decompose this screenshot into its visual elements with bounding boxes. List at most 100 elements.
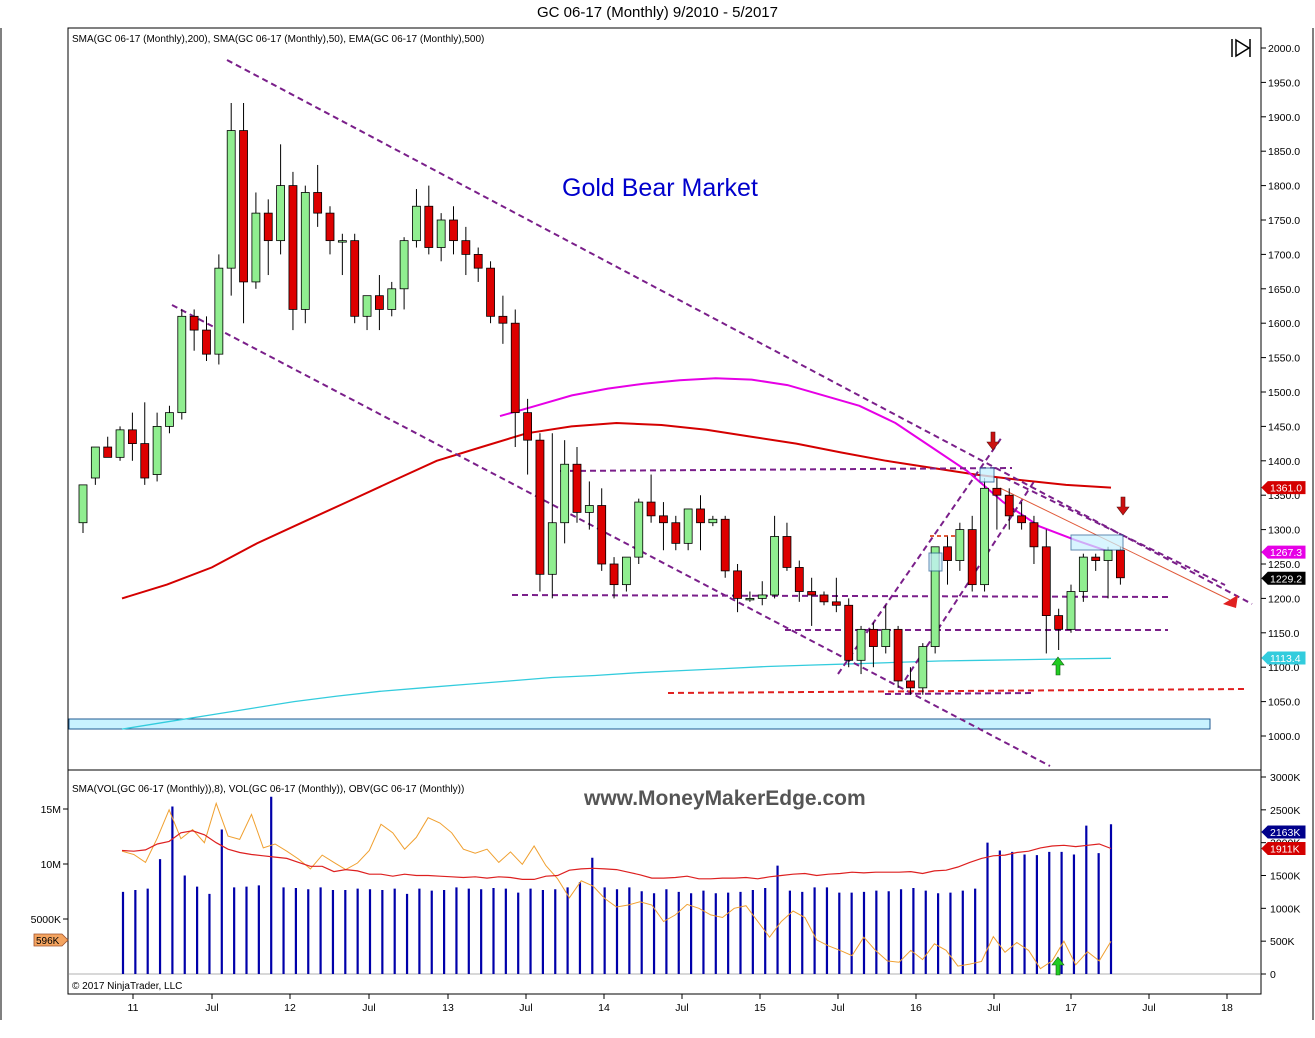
sell-arrow-icon — [986, 431, 1000, 451]
price-axis-label: 1000.0 — [1268, 731, 1300, 743]
candle-down — [992, 487, 1002, 496]
rising-channel-upper — [837, 436, 1003, 675]
candle-up — [1066, 591, 1076, 630]
red-trend-arrowhead — [1223, 595, 1238, 608]
watermark: www.MoneyMakerEdge.com — [583, 787, 866, 810]
volume-axis-label: 1500K — [1270, 871, 1300, 883]
candle-down — [671, 522, 681, 544]
candle-down — [893, 628, 903, 682]
price-axis-label: 1400.0 — [1268, 456, 1300, 468]
volume-buy-arrow-icon — [1051, 956, 1065, 976]
candle-up — [930, 546, 940, 647]
candle-up — [1103, 549, 1113, 561]
candle-down — [239, 130, 248, 283]
candle-down — [906, 680, 915, 689]
candle-down — [844, 604, 854, 661]
candle-up — [214, 267, 224, 355]
candle-down — [350, 240, 360, 317]
value-tag-shape — [1261, 571, 1306, 585]
obv-left-tag-shape — [33, 933, 69, 947]
price-axis-label: 1950.0 — [1268, 77, 1300, 89]
price-axis-label: 1550.0 — [1268, 353, 1300, 365]
candle-down — [498, 315, 508, 324]
value-tag: 1361.0 — [1261, 481, 1306, 495]
candle-down — [189, 315, 199, 331]
candle-down — [1041, 546, 1051, 616]
value-tag: 1911K — [1261, 842, 1306, 856]
candle-down — [807, 591, 817, 596]
price-axis-label: 1100.0 — [1268, 662, 1299, 674]
value-tag-shape — [1261, 651, 1306, 665]
candle-down — [1054, 615, 1064, 630]
candle-down — [572, 463, 582, 513]
candle-down — [313, 192, 323, 214]
candle-up — [683, 508, 693, 544]
volume-left-label: 10M — [41, 859, 61, 871]
candle-up — [881, 628, 891, 647]
x-axis-label: 11 — [128, 1002, 139, 1014]
candle-up — [745, 598, 755, 601]
candle-down — [202, 329, 211, 355]
value-tag-shape — [1261, 825, 1306, 839]
red-support-line — [667, 688, 1248, 694]
buy-arrow-icon — [1051, 656, 1065, 676]
x-axis-label: Jul — [205, 1002, 218, 1014]
volume-left-label: 5000K — [31, 914, 61, 926]
value-tag-label: 1113.4 — [1270, 653, 1301, 665]
candle-down — [609, 563, 619, 586]
candle-up — [337, 240, 347, 243]
obv-line — [121, 801, 1112, 970]
price-axis-label: 1750.0 — [1268, 215, 1300, 227]
candle-down — [597, 505, 607, 565]
x-axis-label: 17 — [1065, 1002, 1077, 1014]
price-axis-label: 1150.0 — [1268, 628, 1299, 640]
volume-axis-label: 3000K — [1270, 772, 1300, 784]
volume-left-label: 15M — [41, 804, 61, 816]
candle-down — [794, 567, 804, 592]
low-line — [884, 692, 1036, 695]
candle-down — [696, 508, 705, 524]
candle-down — [819, 594, 829, 603]
price-axis-label: 2000.0 — [1268, 43, 1300, 55]
x-axis-label: 14 — [598, 1002, 610, 1014]
candle-down — [449, 219, 458, 242]
value-tag: 1229.2 — [1261, 571, 1306, 585]
x-axis-label: 12 — [284, 1002, 296, 1014]
candle-down — [967, 529, 977, 586]
candle-down — [103, 446, 113, 458]
price-axis-label: 1500.0 — [1268, 387, 1300, 399]
value-tag-shape — [1261, 842, 1306, 856]
candle-up — [78, 484, 88, 524]
price-axis-label: 1900.0 — [1268, 112, 1300, 124]
x-axis-label: 13 — [442, 1002, 454, 1014]
candle-up — [90, 446, 100, 479]
highlight-box — [979, 467, 995, 483]
candle-down — [288, 185, 298, 310]
candle-down — [263, 212, 273, 242]
candle-down — [424, 205, 434, 248]
x-axis-label: 16 — [910, 1002, 922, 1014]
sma200-line — [121, 657, 1112, 730]
play-icon[interactable] — [1230, 38, 1251, 58]
volume-axis-label: 1000K — [1270, 903, 1300, 915]
candle-up — [387, 288, 397, 310]
value-tag-label: 1911K — [1270, 844, 1300, 856]
volume-axis-label: 0 — [1270, 969, 1276, 981]
candle-up — [300, 192, 310, 310]
volume-panel[interactable] — [67, 769, 1262, 995]
candle-down — [140, 443, 150, 479]
highlight-box — [928, 552, 943, 572]
candle-up — [634, 501, 644, 558]
gold-bear-market-annotation: Gold Bear Market — [562, 174, 758, 202]
candle-up — [770, 536, 779, 596]
candle-down — [486, 267, 495, 317]
resistance-line — [559, 467, 1013, 472]
candle-down — [831, 601, 841, 606]
price-axis-label: 1800.0 — [1268, 181, 1300, 193]
candle-down — [1004, 494, 1014, 517]
candle-up — [115, 429, 125, 458]
value-tag-shape — [1261, 545, 1306, 559]
candle-up — [980, 487, 989, 586]
price-axis-label: 1850.0 — [1268, 146, 1300, 158]
